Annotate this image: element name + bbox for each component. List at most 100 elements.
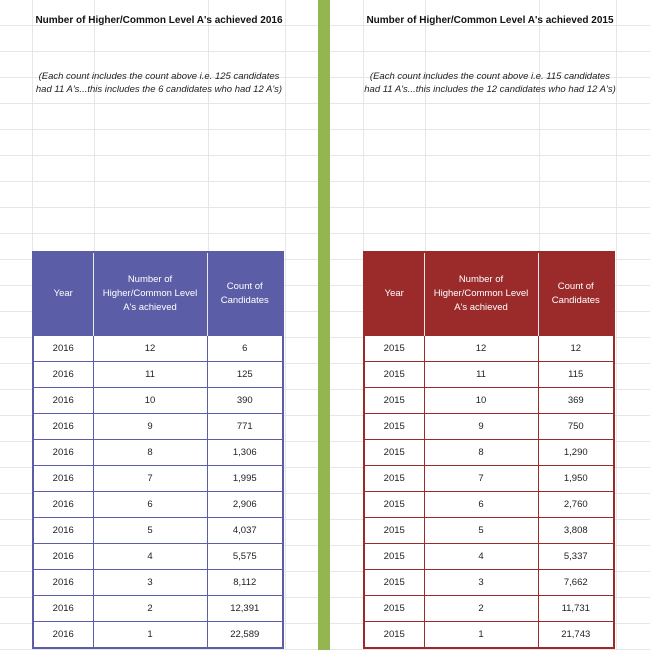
cell-year: 2015 <box>363 413 425 440</box>
cell-count: 1,306 <box>206 439 284 466</box>
table-row: 2015 7 1,950 <box>363 465 615 492</box>
cell-number-of-as: 2 <box>423 595 539 622</box>
cell-count: 6 <box>206 335 284 362</box>
table-row: 2015 12 12 <box>363 335 615 362</box>
cell-year: 2016 <box>32 439 94 466</box>
cell-count: 1,950 <box>537 465 615 492</box>
cell-year: 2015 <box>363 335 425 362</box>
note-2016: (Each count includes the count above i.e… <box>35 71 283 95</box>
cell-year: 2016 <box>32 465 94 492</box>
cell-year: 2015 <box>363 569 425 596</box>
cell-count: 2,760 <box>537 491 615 518</box>
table-row: 2016 1 22,589 <box>32 621 284 649</box>
cell-year: 2015 <box>363 621 425 649</box>
table-row: 2015 2 11,731 <box>363 595 615 622</box>
table-row: 2016 2 12,391 <box>32 595 284 622</box>
table-row: 2016 3 8,112 <box>32 569 284 596</box>
cell-count: 12,391 <box>206 595 284 622</box>
header-year: Year <box>364 252 425 336</box>
cell-count: 1,995 <box>206 465 284 492</box>
green-column-divider <box>318 0 330 650</box>
cell-number-of-as: 8 <box>92 439 208 466</box>
cell-count: 5,337 <box>537 543 615 570</box>
cell-number-of-as: 11 <box>423 361 539 388</box>
column-gridline <box>616 0 617 650</box>
cell-year: 2015 <box>363 465 425 492</box>
header-year: Year <box>33 252 94 336</box>
cell-number-of-as: 4 <box>92 543 208 570</box>
cell-year: 2016 <box>32 335 94 362</box>
table-row: 2016 12 6 <box>32 335 284 362</box>
cell-number-of-as: 9 <box>92 413 208 440</box>
cell-count: 390 <box>206 387 284 414</box>
cell-number-of-as: 12 <box>92 335 208 362</box>
cell-count: 4,037 <box>206 517 284 544</box>
cell-number-of-as: 10 <box>92 387 208 414</box>
table-row: 2016 10 390 <box>32 387 284 414</box>
header-count: Count of Candidates <box>207 252 283 336</box>
cell-number-of-as: 5 <box>92 517 208 544</box>
cell-number-of-as: 2 <box>92 595 208 622</box>
column-gridline <box>285 0 286 650</box>
note-2015: (Each count includes the count above i.e… <box>364 71 616 95</box>
cell-count: 3,808 <box>537 517 615 544</box>
cell-year: 2016 <box>32 517 94 544</box>
cell-count: 771 <box>206 413 284 440</box>
cell-count: 115 <box>537 361 615 388</box>
table-row: 2015 3 7,662 <box>363 569 615 596</box>
table-row: 2015 11 115 <box>363 361 615 388</box>
cell-number-of-as: 4 <box>423 543 539 570</box>
cell-number-of-as: 10 <box>423 387 539 414</box>
cell-year: 2016 <box>32 361 94 388</box>
table-row: 2015 1 21,743 <box>363 621 615 649</box>
cell-count: 11,731 <box>537 595 615 622</box>
cell-number-of-as: 5 <box>423 517 539 544</box>
cell-year: 2016 <box>32 569 94 596</box>
table-header-row: Year Number of Higher/Common Level A's a… <box>364 252 614 336</box>
table-row: 2016 4 5,575 <box>32 543 284 570</box>
table-row: 2016 6 2,906 <box>32 491 284 518</box>
title-2016: Number of Higher/Common Level A's achiev… <box>35 15 283 26</box>
table-row: 2016 9 771 <box>32 413 284 440</box>
cell-number-of-as: 7 <box>92 465 208 492</box>
header-number-of-as: Number of Higher/Common Level A's achiev… <box>93 252 208 336</box>
header-count: Count of Candidates <box>538 252 614 336</box>
cell-number-of-as: 11 <box>92 361 208 388</box>
cell-number-of-as: 3 <box>92 569 208 596</box>
table-row: 2016 8 1,306 <box>32 439 284 466</box>
cell-number-of-as: 1 <box>92 621 208 649</box>
table-row: 2016 7 1,995 <box>32 465 284 492</box>
cell-year: 2016 <box>32 543 94 570</box>
table-row: 2015 4 5,337 <box>363 543 615 570</box>
cell-year: 2016 <box>32 595 94 622</box>
cell-year: 2015 <box>363 439 425 466</box>
cell-count: 5,575 <box>206 543 284 570</box>
table-row: 2015 8 1,290 <box>363 439 615 466</box>
table-row: 2016 5 4,037 <box>32 517 284 544</box>
cell-year: 2015 <box>363 543 425 570</box>
header-number-of-as: Number of Higher/Common Level A's achiev… <box>424 252 539 336</box>
table-header-row: Year Number of Higher/Common Level A's a… <box>33 252 283 336</box>
cell-number-of-as: 9 <box>423 413 539 440</box>
cell-year: 2015 <box>363 517 425 544</box>
cell-count: 22,589 <box>206 621 284 649</box>
cell-number-of-as: 6 <box>92 491 208 518</box>
cell-number-of-as: 1 <box>423 621 539 649</box>
table-2015: Year Number of Higher/Common Level A's a… <box>363 251 615 649</box>
cell-year: 2015 <box>363 491 425 518</box>
table-2016: Year Number of Higher/Common Level A's a… <box>32 251 284 649</box>
table-row: 2015 5 3,808 <box>363 517 615 544</box>
cell-count: 7,662 <box>537 569 615 596</box>
cell-number-of-as: 7 <box>423 465 539 492</box>
table-row: 2015 9 750 <box>363 413 615 440</box>
cell-count: 369 <box>537 387 615 414</box>
cell-year: 2016 <box>32 621 94 649</box>
cell-year: 2016 <box>32 491 94 518</box>
cell-year: 2015 <box>363 595 425 622</box>
cell-year: 2015 <box>363 361 425 388</box>
table-row: 2016 11 125 <box>32 361 284 388</box>
cell-count: 1,290 <box>537 439 615 466</box>
cell-count: 125 <box>206 361 284 388</box>
cell-number-of-as: 6 <box>423 491 539 518</box>
cell-count: 2,906 <box>206 491 284 518</box>
